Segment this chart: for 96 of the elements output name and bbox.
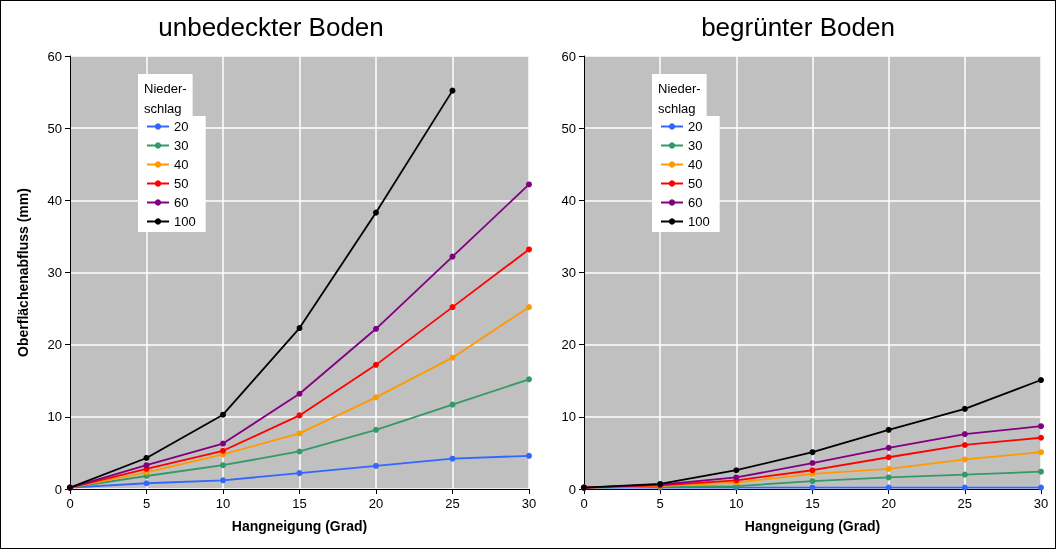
point <box>373 209 379 216</box>
x-tick-label: 5 <box>142 496 151 511</box>
x-tick-label: 30 <box>521 496 537 511</box>
y-tick-label: 60 <box>561 48 576 64</box>
chart-title: unbedeckter Boden <box>158 12 384 42</box>
legend-label: 100 <box>174 214 196 229</box>
x-tick-label: 10 <box>729 496 744 511</box>
y-tick-label: 0 <box>54 481 62 497</box>
point <box>961 456 968 463</box>
point <box>885 454 892 461</box>
legend-title: Nieder- schlag <box>144 80 187 116</box>
point <box>373 394 379 401</box>
x-tick-label: 15 <box>292 496 307 511</box>
x-tick-label: 5 <box>656 496 664 511</box>
point <box>220 462 226 469</box>
point <box>885 465 892 472</box>
legend-label: 20 <box>174 119 189 134</box>
point <box>373 361 379 368</box>
point <box>143 480 150 487</box>
x-axis-title: Hangneigung (Grad) <box>744 518 881 534</box>
point <box>526 246 532 253</box>
point <box>526 181 532 188</box>
x-axis-title: Hangneigung (Grad) <box>231 518 368 534</box>
point <box>449 401 456 408</box>
point <box>1038 423 1044 430</box>
x-tick-label: 20 <box>881 496 896 511</box>
point <box>296 430 303 437</box>
point <box>885 444 892 451</box>
point <box>373 462 379 469</box>
legend-label: 30 <box>688 138 703 153</box>
point <box>296 470 303 477</box>
legend-label: 50 <box>688 176 703 191</box>
point <box>885 474 892 481</box>
x-tick-label: 25 <box>957 496 973 511</box>
point <box>526 452 532 459</box>
y-tick-label: 20 <box>47 337 62 353</box>
x-tick-label: 25 <box>445 496 460 511</box>
point <box>220 447 226 454</box>
point <box>1038 434 1044 441</box>
point <box>1038 377 1044 384</box>
y-tick-label: 60 <box>47 48 62 64</box>
point <box>220 411 226 418</box>
point <box>373 325 379 332</box>
x-tick-label: 15 <box>805 496 820 511</box>
legend-label: 100 <box>688 214 710 229</box>
legend-label: 60 <box>688 195 703 210</box>
legend-label: 30 <box>174 138 189 153</box>
point <box>961 431 968 438</box>
point <box>961 405 968 412</box>
point <box>143 454 150 461</box>
point <box>449 304 456 311</box>
y-axis-title: Oberflächenabfluss (mm) <box>15 188 31 357</box>
point <box>296 325 303 332</box>
y-tick-label: 50 <box>561 120 576 136</box>
y-tick-label: 20 <box>561 337 576 353</box>
y-tick-label: 30 <box>561 265 576 280</box>
y-tick-label: 30 <box>47 265 62 280</box>
x-tick-label: 30 <box>1033 496 1049 511</box>
legend-title: Nieder- schlag <box>658 80 701 116</box>
y-tick-label: 0 <box>568 481 576 497</box>
legend-label: 50 <box>174 176 189 191</box>
point <box>809 478 816 485</box>
legend-label: 20 <box>688 119 703 134</box>
point <box>526 304 532 311</box>
legend-label: 40 <box>174 157 189 172</box>
point <box>961 441 968 448</box>
legend-label: 40 <box>688 157 703 172</box>
legend-label: 60 <box>174 195 189 210</box>
point <box>449 253 456 260</box>
x-tick-label: 20 <box>368 496 384 511</box>
y-tick-label: 10 <box>561 409 576 425</box>
y-tick-label: 40 <box>561 192 576 208</box>
point <box>885 426 892 433</box>
point <box>733 467 740 474</box>
point <box>885 484 892 491</box>
point <box>961 484 968 491</box>
point <box>1038 484 1044 491</box>
point <box>809 449 816 456</box>
y-tick-label: 40 <box>47 192 62 208</box>
y-tick-label: 50 <box>47 120 62 136</box>
point <box>809 460 816 467</box>
x-tick-label: 0 <box>66 496 74 511</box>
x-tick-label: 10 <box>215 496 231 511</box>
point <box>220 477 226 484</box>
chart-title: begrünter Boden <box>701 12 895 42</box>
point <box>526 376 532 383</box>
point <box>1038 468 1044 475</box>
point <box>296 390 303 397</box>
point <box>220 440 226 447</box>
y-tick-label: 10 <box>47 409 62 425</box>
point <box>296 448 303 455</box>
point <box>1038 449 1044 456</box>
point <box>809 484 816 491</box>
point <box>373 426 379 433</box>
x-tick-label: 0 <box>580 496 588 511</box>
point <box>961 471 968 478</box>
